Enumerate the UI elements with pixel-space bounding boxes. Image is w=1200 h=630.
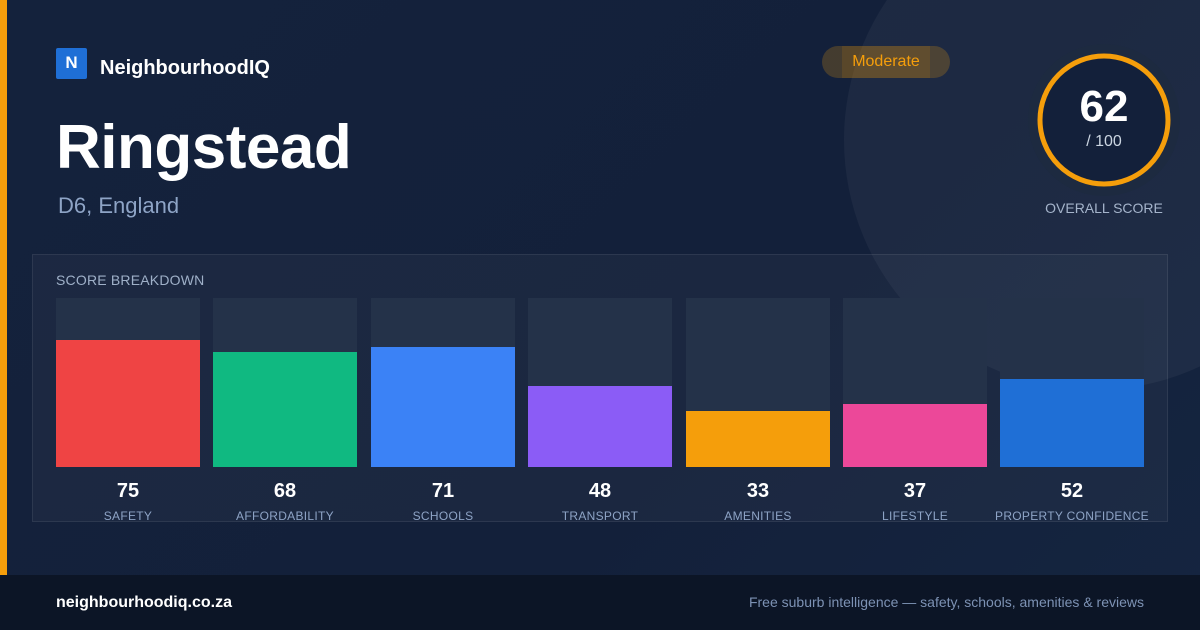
bar-fill	[528, 386, 672, 467]
bar-track	[213, 298, 357, 467]
bar-track	[686, 298, 830, 467]
bar-value-label: 68	[273, 480, 297, 502]
page-title: Ringstead	[56, 113, 352, 182]
overall-score-max: / 100	[1086, 133, 1122, 150]
bar-category-label: TRANSPORT	[561, 509, 639, 523]
rating-badge-label: Moderate	[852, 53, 920, 70]
overall-score-gauge: 62 / 100	[1028, 44, 1180, 196]
score-ring-stroke	[1037, 53, 1171, 187]
bar-category-label: LIFESTYLE	[881, 509, 949, 523]
bar-fill	[56, 340, 200, 467]
brand-name: NeighbourhoodIQ	[100, 57, 270, 79]
bar-track	[56, 298, 200, 467]
score-ring-center	[1040, 56, 1168, 184]
score-breakdown-title: SCORE BREAKDOWN	[56, 272, 205, 288]
bar-value-label: 33	[746, 480, 770, 502]
bar-track	[1000, 298, 1144, 467]
bar-value-label: 71	[431, 480, 455, 502]
overall-score-label: OVERALL SCORE	[1045, 200, 1163, 216]
bar-category-label: AMENITIES	[724, 509, 792, 523]
bar-fill	[843, 404, 987, 467]
bar-track	[371, 298, 515, 467]
bar-track	[528, 298, 672, 467]
bar-value-label: 37	[903, 480, 927, 502]
score-ring	[1028, 44, 1180, 196]
accent-strip	[0, 0, 7, 575]
bar-fill	[1000, 379, 1144, 467]
bar-fill	[371, 347, 515, 467]
bar-value-label: 75	[116, 480, 140, 502]
bar-category-label: SAFETY	[103, 509, 153, 523]
bar-category-label: AFFORDABILITY	[236, 509, 334, 523]
brand-logo-icon: N	[56, 47, 87, 79]
badge-highlight	[842, 46, 930, 78]
overall-score-value: 62	[1079, 82, 1129, 131]
rating-badge: Moderate	[822, 46, 950, 78]
bar-fill	[686, 411, 830, 467]
brand[interactable]: N NeighbourhoodIQ	[56, 46, 270, 80]
footer-site-link[interactable]: neighbourhoodiq.co.za	[56, 594, 232, 611]
footer-tagline: Free suburb intelligence — safety, schoo…	[748, 594, 1144, 610]
bar-category-label: SCHOOLS	[412, 509, 474, 523]
footer: neighbourhoodiq.co.za Free suburb intell…	[0, 575, 1200, 630]
score-breakdown-panel	[32, 254, 1168, 522]
bar-value-label: 52	[1060, 480, 1084, 502]
bar-category-label: PROPERTY CONFIDENCE	[995, 509, 1149, 523]
bar-track	[843, 298, 987, 467]
bar-fill	[213, 352, 357, 467]
bar-value-label: 48	[588, 480, 612, 502]
location-region: D6, England	[58, 193, 180, 218]
